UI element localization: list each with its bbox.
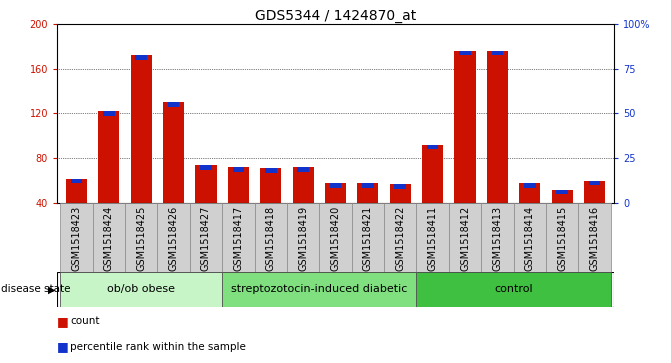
- Bar: [293, 167, 313, 203]
- Text: GSM1518422: GSM1518422: [395, 206, 405, 272]
- Text: GSM1518420: GSM1518420: [331, 206, 340, 271]
- Bar: [70, 179, 83, 183]
- Bar: [578, 203, 611, 272]
- Bar: [329, 183, 342, 188]
- Title: GDS5344 / 1424870_at: GDS5344 / 1424870_at: [255, 9, 416, 23]
- Bar: [352, 203, 384, 272]
- Text: GSM1518416: GSM1518416: [590, 206, 599, 271]
- Bar: [93, 203, 125, 272]
- Bar: [195, 165, 217, 203]
- Bar: [449, 203, 481, 272]
- Text: GSM1518413: GSM1518413: [493, 206, 503, 271]
- Bar: [454, 50, 476, 203]
- Bar: [481, 203, 513, 272]
- Bar: [427, 145, 438, 150]
- Bar: [492, 50, 503, 55]
- Text: GSM1518414: GSM1518414: [525, 206, 535, 271]
- Bar: [395, 184, 406, 189]
- Bar: [459, 50, 471, 55]
- Bar: [417, 272, 611, 307]
- Bar: [136, 55, 147, 60]
- Bar: [358, 183, 378, 203]
- Bar: [228, 167, 249, 203]
- Bar: [103, 111, 115, 116]
- Text: ■: ■: [57, 315, 69, 328]
- Text: percentile rank within the sample: percentile rank within the sample: [70, 342, 246, 352]
- Bar: [362, 183, 374, 188]
- Text: ob/ob obese: ob/ob obese: [107, 285, 175, 294]
- Bar: [60, 203, 93, 272]
- Bar: [131, 55, 152, 203]
- Text: GSM1518423: GSM1518423: [72, 206, 81, 271]
- Bar: [287, 203, 319, 272]
- Bar: [66, 179, 87, 203]
- Text: disease state: disease state: [1, 285, 71, 294]
- Text: GSM1518417: GSM1518417: [234, 206, 244, 271]
- Text: ▶: ▶: [48, 285, 56, 294]
- Bar: [584, 181, 605, 203]
- Bar: [325, 183, 346, 203]
- Bar: [524, 183, 535, 188]
- Bar: [552, 190, 572, 203]
- Bar: [487, 50, 508, 203]
- Bar: [390, 184, 411, 203]
- Bar: [254, 203, 287, 272]
- Bar: [260, 168, 281, 203]
- Bar: [384, 203, 417, 272]
- Bar: [158, 203, 190, 272]
- Bar: [513, 203, 546, 272]
- Text: GSM1518415: GSM1518415: [557, 206, 567, 271]
- Bar: [556, 190, 568, 194]
- Bar: [222, 203, 254, 272]
- Bar: [319, 203, 352, 272]
- Bar: [99, 111, 119, 203]
- Bar: [422, 145, 443, 203]
- Bar: [125, 203, 158, 272]
- Bar: [222, 272, 417, 307]
- Bar: [546, 203, 578, 272]
- Bar: [265, 168, 276, 173]
- Text: GSM1518425: GSM1518425: [136, 206, 146, 272]
- Bar: [233, 167, 244, 172]
- Text: GSM1518421: GSM1518421: [363, 206, 373, 271]
- Bar: [168, 102, 179, 107]
- Text: GSM1518419: GSM1518419: [298, 206, 308, 271]
- Text: GSM1518412: GSM1518412: [460, 206, 470, 271]
- Text: GSM1518427: GSM1518427: [201, 206, 211, 272]
- Bar: [200, 165, 212, 170]
- Text: streptozotocin-induced diabetic: streptozotocin-induced diabetic: [231, 285, 407, 294]
- Bar: [297, 167, 309, 172]
- Text: ■: ■: [57, 340, 69, 353]
- Bar: [519, 183, 540, 203]
- Text: count: count: [70, 316, 100, 326]
- Bar: [163, 102, 184, 203]
- Text: GSM1518418: GSM1518418: [266, 206, 276, 271]
- Text: GSM1518424: GSM1518424: [104, 206, 114, 271]
- Text: GSM1518411: GSM1518411: [427, 206, 437, 271]
- Text: GSM1518426: GSM1518426: [168, 206, 178, 271]
- Bar: [588, 181, 601, 185]
- Bar: [60, 272, 222, 307]
- Text: control: control: [495, 285, 533, 294]
- Bar: [190, 203, 222, 272]
- Bar: [417, 203, 449, 272]
